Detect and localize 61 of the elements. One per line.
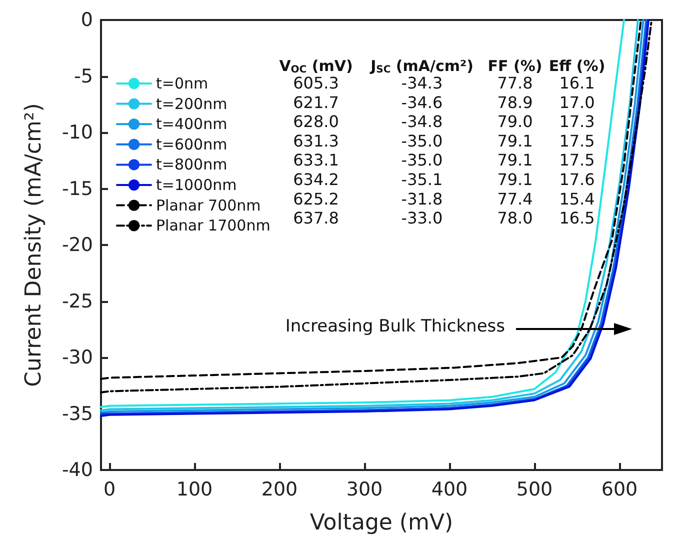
annotation: Eff (%)	[548, 57, 606, 75]
legend-label: t=200nm	[156, 94, 228, 113]
annotation: -33.0	[401, 208, 443, 228]
annotation: 79.1	[497, 170, 533, 189]
x-tick-label: 600	[601, 478, 638, 500]
annotation: -35.1	[401, 170, 443, 189]
annotation: 16.5	[559, 208, 595, 228]
annotation: -35.0	[401, 131, 443, 150]
legend-label: Planar 700nm	[156, 196, 261, 214]
y-axis-title: Current Density (mA/cm²)	[22, 103, 46, 387]
x-axis-title: Voltage (mV)	[310, 510, 454, 536]
legend-label: t=600nm	[156, 135, 228, 154]
legend-label: Planar 1700nm	[156, 216, 270, 235]
legend-label: t=0nm	[156, 74, 208, 92]
annotation: 17.3	[559, 112, 595, 132]
annotation: 625.2	[293, 189, 339, 208]
annotation: -31.8	[401, 189, 443, 208]
annotation: -35.0	[401, 150, 443, 170]
annotation: 78.0	[497, 208, 533, 228]
annotation: 621.7	[293, 92, 339, 112]
annotation: -34.3	[401, 74, 443, 92]
x-tick-label: 400	[431, 478, 468, 500]
annotation: -34.6	[401, 92, 443, 112]
y-tick-label: -15	[62, 178, 93, 200]
x-tick-label: 100	[176, 478, 213, 500]
y-tick-label: -5	[74, 65, 93, 88]
annotation: 17.0	[559, 92, 595, 112]
annotation: 17.5	[559, 150, 595, 170]
y-tick-label: 0	[80, 9, 93, 31]
annotation: 633.1	[293, 150, 339, 170]
annotation: 628.0	[293, 112, 339, 132]
annotation: 634.2	[293, 170, 339, 189]
y-tick-label: -10	[62, 122, 93, 144]
y-tick-label: -30	[62, 346, 93, 368]
legend-label: t=800nm	[156, 156, 228, 174]
annotation: 79.1	[497, 150, 533, 170]
annotation: 17.5	[559, 131, 595, 150]
annotation: 17.6	[559, 170, 595, 189]
annotation: 78.9	[497, 92, 533, 112]
legend-label: t=400nm	[156, 115, 228, 134]
annotation: 15.4	[559, 189, 595, 208]
annotation: 637.8	[293, 208, 339, 228]
y-tick-label: -35	[62, 402, 93, 425]
annotation: 631.3	[293, 131, 339, 150]
y-tick-label: -40	[62, 459, 93, 481]
annotation: -34.8	[401, 112, 443, 132]
x-tick-label: 200	[261, 478, 298, 500]
annotation: 79.0	[497, 112, 533, 132]
x-tick-label: 300	[346, 478, 383, 500]
legend-label: t=1000nm	[156, 176, 237, 194]
y-tick-label: -20	[62, 234, 93, 256]
annotation: Increasing Bulk Thickness	[285, 316, 506, 336]
y-tick-label: -25	[62, 290, 93, 312]
annotation: 79.1	[497, 131, 533, 150]
annotation: 77.8	[497, 74, 533, 92]
x-tick-label: 0	[103, 478, 116, 500]
annotation: 77.4	[497, 189, 533, 208]
x-tick-label: 500	[516, 478, 553, 500]
annotation: 16.1	[559, 74, 595, 92]
annotation: FF (%)	[488, 57, 542, 75]
annotation: 605.3	[293, 74, 339, 92]
